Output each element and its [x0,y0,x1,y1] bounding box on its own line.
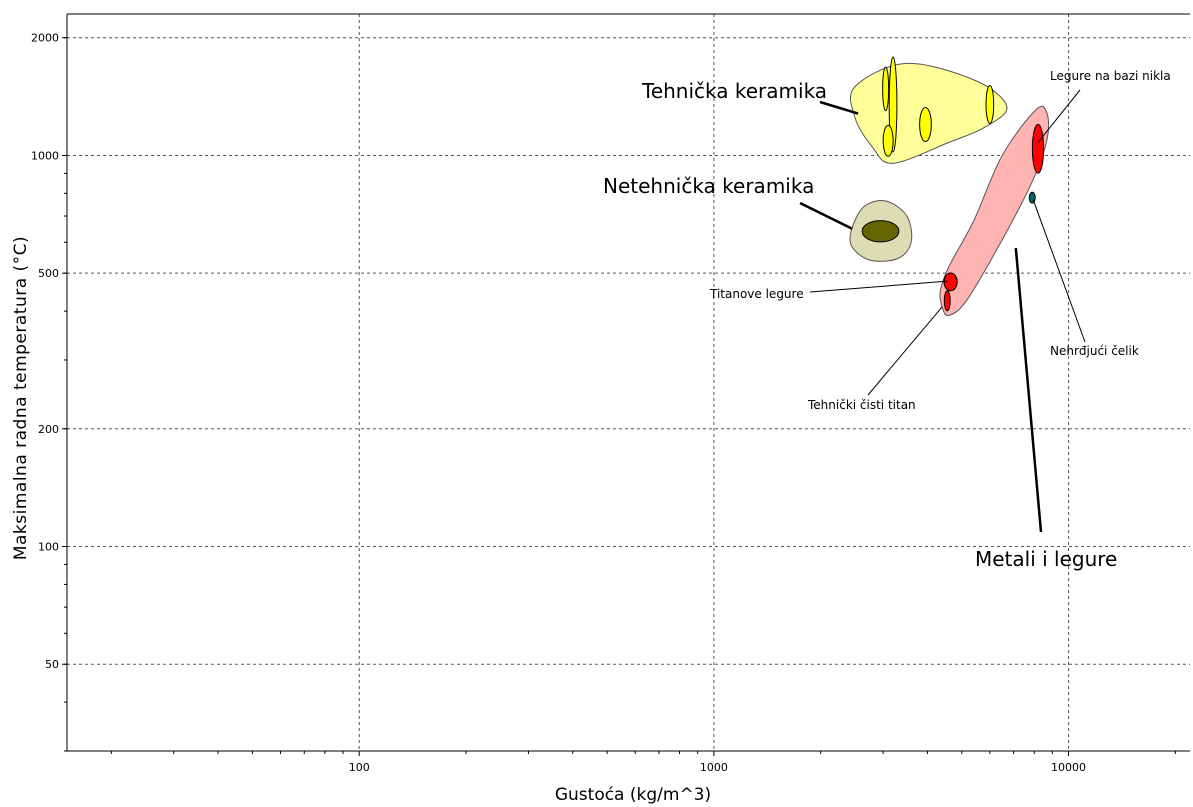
annotation-nehrdjuci-celik: Nehrđjući čelik [1050,344,1139,358]
annotation-layer: Tehnička keramika Netehnička keramika Meta… [603,69,1171,571]
annotation-tehnicka-keramika: Tehnička keramika [641,79,827,103]
annotation-tehnicki-cisti-titan: Tehnički čisti titan [807,398,916,412]
x-tick-label: 100 [349,761,370,774]
annotation-leader-netehnicka-keramika [799,201,853,230]
material-nehrdjuci-celik [1028,191,1036,204]
annotation-leader-metali-i-legure [1014,247,1043,533]
annotation-leader-tehnicka-keramika [819,100,859,115]
grid-layer [67,14,1190,751]
annotation-leader-titanove-legure [809,280,948,293]
x-axis-title: Gustoća (kg/m^3) [555,785,711,805]
annotation-netehnicka-keramika: Netehnička keramika [603,174,814,198]
material-bubble [861,220,900,243]
y-tick-label: 50 [45,658,59,671]
envelope-metali-i-legure [939,105,1050,317]
material-bubble [882,124,894,157]
material-bubble [985,85,995,124]
y-tick-label: 1000 [31,149,59,162]
annotation-titanove-legure: Titanove legure [709,287,804,301]
material-bubble [919,106,932,143]
material-layer [861,56,1045,312]
axis-layer: 100 1000 10000 50 100 200 500 1000 2000 [31,13,1190,774]
annotation-legure-na-bazi-nikla: Legure na bazi nikla [1050,69,1171,83]
y-tick-label: 200 [38,423,59,436]
annotation-leader-legure-na-bazi-nikla [1037,89,1081,143]
material-legure-na-bazi-nikla [1031,123,1045,174]
material-tehnicki-cisti-titan [943,290,951,312]
y-tick-label: 100 [38,541,59,554]
y-tick-label: 500 [38,267,59,280]
y-axis-title: Maksimalna radna temperatura (°C) [11,236,31,560]
x-tick-label: 10000 [1051,761,1086,774]
x-tick-label: 1000 [700,761,728,774]
annotation-leader-tehnicki-cisti-titan [867,306,943,396]
annotation-metali-i-legure: Metali i legure [975,547,1117,571]
y-tick-label: 2000 [31,32,59,45]
material-titanove-legure [943,272,958,292]
material-bubble [882,66,890,112]
annotation-leader-nehrdjuci-celik [1032,199,1086,343]
